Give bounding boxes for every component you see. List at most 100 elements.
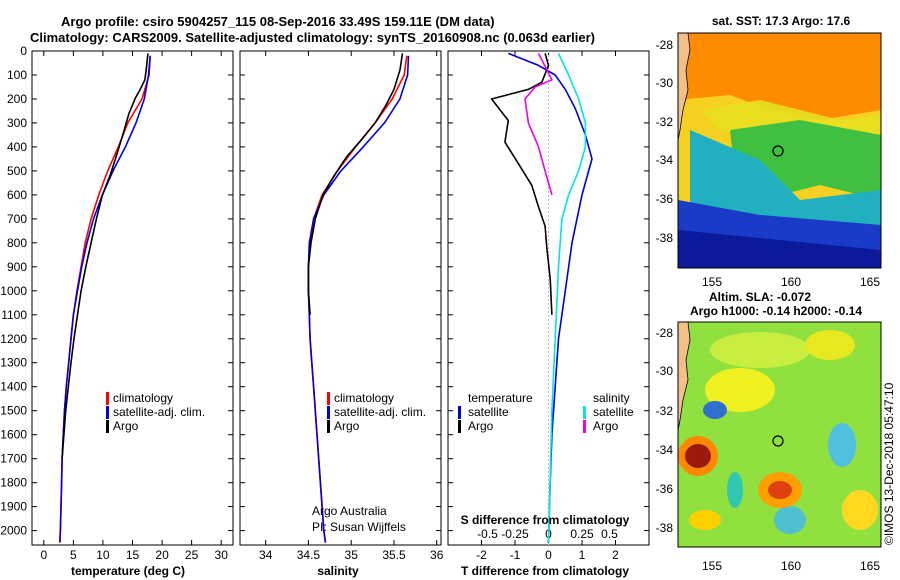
s-diff-tick-label: -0.25 — [501, 527, 529, 541]
sla-blob — [842, 490, 878, 530]
temperature-series-argo — [61, 53, 149, 459]
depth-tick-label: 2000 — [0, 524, 27, 538]
sla-xtick: 165 — [860, 559, 880, 573]
australia-coast — [677, 32, 691, 141]
depth-tick-label: 0 — [20, 44, 27, 58]
legend-title-salinity: salinity — [593, 391, 630, 405]
salinity-axis-label: salinity — [317, 564, 359, 578]
x-tick-label: 25 — [185, 548, 199, 562]
sla-high-core — [685, 444, 711, 468]
legend-label-s-satellite: satellite — [593, 405, 634, 419]
temperature-series-climatology — [59, 55, 151, 543]
depth-tick-label: 100 — [7, 68, 27, 82]
legend-swatch-s-satellite — [583, 406, 586, 419]
sst-map-title: sat. SST: 17.3 Argo: 17.6 — [712, 14, 851, 28]
title-line-1: Argo profile: csiro 5904257_115 08-Sep-2… — [61, 14, 495, 29]
difference-series-salinity-argo — [524, 53, 553, 196]
salinity-legend: climatology satellite-adj. clim. Argo — [327, 391, 426, 433]
sst-map-ticks: -28 -30 -32 -34 -36 -38 155 160 165 — [656, 38, 881, 289]
legend-swatch-t-argo — [458, 420, 461, 433]
sla-blob — [805, 330, 855, 360]
sla-ytick: -30 — [656, 364, 674, 378]
depth-tick-label: 1400 — [0, 380, 27, 394]
sla-xtick: 160 — [781, 559, 801, 573]
sst-ytick: -36 — [656, 192, 674, 206]
difference-plot: -2 -1 0 1 2-0.5 -0.25 0 0.25 0.5 — [476, 51, 619, 562]
x-tick-label: 5 — [70, 548, 77, 562]
sla-map-title-1: Altim. SLA: -0.072 — [709, 290, 811, 304]
legend-swatch-argo — [106, 420, 109, 433]
salinity-series-argo — [307, 53, 404, 315]
depth-axis-labels: 0 100 200 300 400 500 600 700 800 900 1000 1100 1200… — [0, 44, 649, 538]
depth-tick-label: 1100 — [1, 308, 27, 322]
depth-tick-label: 900 — [7, 260, 27, 274]
x-tick-label: 0 — [40, 548, 47, 562]
sst-xtick: 165 — [860, 275, 880, 289]
depth-tick-label: 1900 — [0, 500, 27, 514]
imos-watermark: ©IMOS 13-Dec-2018 05:47:10 — [882, 382, 896, 545]
x-tick-label: 20 — [155, 548, 169, 562]
argo-location-marker — [772, 435, 784, 447]
sla-low-blob — [703, 401, 727, 419]
depth-tick-label: 700 — [7, 212, 27, 226]
sst-warm-region — [678, 33, 881, 120]
legend-label-satellite: satellite-adj. clim. — [113, 405, 205, 419]
profile-plots: 0 5 10 15 20 25 30 34 34.5 35 35.5 36 -2 -1 0 1 2 -0.5 -0.… — [40, 51, 619, 562]
sst-map-frame — [677, 32, 882, 269]
x-tick-label: 1 — [579, 548, 586, 562]
salinity-plot: 34 34.5 35 35.5 36 — [259, 51, 444, 562]
t-difference-axis-label: T difference from climatology — [461, 564, 629, 578]
sst-ytick: -30 — [656, 76, 674, 90]
x-tick-label: 10 — [96, 548, 110, 562]
legend-label-s-argo: Argo — [593, 419, 619, 433]
x-tick-label: 30 — [215, 548, 229, 562]
x-tick-label: 35.5 — [382, 548, 406, 562]
depth-tick-label: 1700 — [0, 452, 27, 466]
s-diff-tick-label: -0.5 — [477, 527, 498, 541]
legend-label-t-satellite: satellite — [468, 405, 509, 419]
sla-ytick: -36 — [656, 482, 674, 496]
legend-swatch-t-satellite — [458, 406, 461, 419]
sst-ytick: -28 — [656, 38, 674, 52]
difference-panel-frame — [447, 50, 650, 546]
australia-coast — [677, 321, 691, 431]
s-diff-tick-label: 0.5 — [601, 527, 618, 541]
x-tick-label: 36 — [430, 548, 444, 562]
x-tick-label: 2 — [612, 548, 619, 562]
salinity-series-climatology — [307, 55, 408, 543]
legend-swatch-climatology — [106, 392, 109, 405]
depth-tick-label: 1000 — [0, 284, 27, 298]
sla-ytick: -32 — [656, 404, 674, 418]
difference-series-temperature-argo — [490, 53, 553, 315]
temperature-legend: climatology satellite-adj. clim. Argo — [106, 391, 205, 433]
sla-ytick: -28 — [656, 326, 674, 340]
sla-xtick: 155 — [702, 559, 722, 573]
legend-swatch-climatology — [327, 392, 330, 405]
sst-ytick: -38 — [656, 231, 674, 245]
legend-title-temperature: temperature — [468, 391, 533, 405]
depth-tick-label: 1300 — [0, 356, 27, 370]
sst-xtick: 160 — [781, 275, 801, 289]
sst-ytick: -32 — [656, 115, 674, 129]
sla-map — [677, 321, 882, 548]
depth-tick-label: 1200 — [0, 332, 27, 346]
temperature-series-satellite-adj-clim- — [59, 55, 151, 543]
sla-blob — [705, 368, 775, 412]
temperature-axis-label: temperature (deg C) — [71, 564, 185, 578]
x-tick-label: 15 — [126, 548, 140, 562]
sla-map-ticks: -28 -30 -32 -34 -36 -38 155 160 165 — [656, 326, 881, 573]
salinity-panel-frame — [239, 50, 442, 546]
s-difference-axis-label: S difference from climatology — [461, 513, 630, 527]
credit-line-1: Argo Australia — [312, 504, 387, 518]
legend-swatch-satellite — [106, 406, 109, 419]
depth-tick-label: 500 — [7, 164, 27, 178]
depth-tick-label: 1600 — [0, 428, 27, 442]
sst-deep-blue-region — [678, 230, 881, 268]
depth-tick-label: 600 — [7, 188, 27, 202]
sla-ytick: -38 — [656, 521, 674, 535]
title-line-2: Climatology: CARS2009. Satellite-adjuste… — [30, 30, 595, 45]
sla-map-frame — [677, 321, 882, 548]
x-tick-label: -1 — [510, 548, 521, 562]
sla-blob — [689, 510, 721, 530]
legend-swatch-satellite — [327, 406, 330, 419]
